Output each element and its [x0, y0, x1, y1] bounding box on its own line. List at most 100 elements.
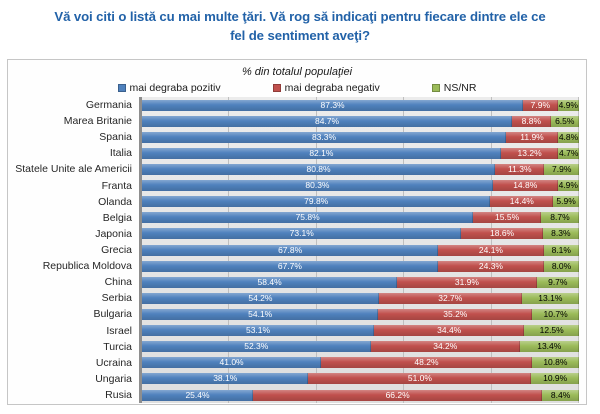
value-label: 4.9% [558, 99, 578, 110]
value-label: 83.3% [311, 131, 337, 142]
segment-nsnr: 7.9% [544, 163, 579, 175]
legend-swatch-icon [272, 84, 281, 92]
segment-negative: 14.8% [492, 180, 558, 192]
value-label: 8.8% [521, 115, 542, 126]
segment-negative: 14.4% [490, 196, 554, 208]
segment-positive: 84.7% [142, 115, 513, 127]
segment-negative: 11.3% [495, 163, 545, 175]
value-label: 8.0% [551, 260, 572, 271]
value-label: 4.9% [558, 180, 578, 191]
value-label: 8.1% [551, 244, 571, 255]
bar-row: 75.8% 15.5% 8.7% [142, 210, 579, 226]
value-label: 82.1% [309, 147, 334, 158]
value-label: 48.2% [414, 357, 439, 368]
value-label: 67.7% [277, 260, 302, 271]
legend-item-1: mai degraba negativ [272, 82, 380, 94]
bar-row: 54.2% 32.7% 13.1% [142, 290, 579, 306]
legend-label: mai degraba pozitiv [129, 82, 221, 94]
segment-negative: 24.3% [437, 260, 545, 272]
bar-row: 41.0% 48.2% 10.8% [142, 355, 579, 371]
segment-negative: 51.0% [308, 373, 532, 385]
segment-nsnr: 10.9% [531, 373, 579, 385]
page-title: Vă voi citi o listă cu mai multe ţări. V… [12, 7, 588, 45]
segment-nsnr: 8.0% [544, 260, 579, 272]
value-label: 35.2% [443, 308, 468, 319]
bar-row: 67.7% 24.3% 8.0% [142, 258, 579, 274]
chart-legend: mai degraba pozitiv mai degraba negativ NS… [8, 82, 586, 94]
segment-negative: 34.4% [374, 325, 525, 337]
segment-positive: 67.8% [142, 244, 439, 256]
segment-nsnr: 4.9% [557, 99, 579, 111]
value-label: 6.5% [555, 115, 575, 126]
segment-nsnr: 9.7% [536, 276, 579, 288]
value-label: 54.1% [248, 308, 273, 319]
segment-nsnr: 10.7% [532, 308, 579, 320]
segment-negative: 15.5% [473, 212, 541, 224]
value-label: 14.4% [509, 196, 534, 207]
segment-negative: 8.8% [512, 115, 551, 127]
segment-nsnr: 8.1% [543, 244, 579, 256]
category-label: Bulgaria [93, 308, 132, 321]
segment-nsnr: 4.8% [558, 131, 579, 143]
value-label: 24.1% [478, 244, 503, 255]
value-label: 14.8% [513, 180, 538, 191]
segment-negative: 7.9% [523, 99, 558, 111]
segment-negative: 66.2% [252, 389, 543, 401]
value-label: 53.1% [245, 325, 271, 336]
legend-label: NS/NR [443, 82, 477, 94]
value-label: 8.7% [550, 212, 570, 223]
segment-negative: 11.9% [506, 131, 559, 143]
value-label: 9.7% [548, 276, 568, 287]
segment-negative: 24.1% [438, 244, 544, 256]
value-label: 38.1% [213, 373, 238, 384]
bar-row: 25.4% 66.2% 8.4% [142, 387, 579, 403]
legend-label: mai degraba negativ [284, 82, 380, 94]
value-label: 15.5% [495, 212, 520, 223]
stacked-bar: 41.0% 48.2% 10.8% [142, 357, 579, 369]
value-label: 34.2% [433, 341, 458, 352]
bar-row: 52.3% 34.2% 13.4% [142, 339, 579, 355]
segment-negative: 32.7% [378, 292, 522, 304]
segment-nsnr: 8.7% [540, 212, 579, 224]
y-axis-line [139, 97, 142, 403]
value-label: 8.4% [550, 389, 571, 400]
segment-nsnr: 4.7% [558, 147, 579, 159]
bar-row: 84.7% 8.8% 6.5% [142, 113, 579, 129]
category-label: Spania [99, 131, 132, 144]
stacked-bar: 80.8% 11.3% 7.9% [142, 163, 579, 175]
segment-positive: 54.1% [142, 308, 379, 320]
category-label: China [104, 276, 132, 289]
stacked-bar: 73.1% 18.6% 8.3% [142, 228, 579, 240]
stacked-bar: 80.3% 14.8% 4.9% [142, 180, 579, 192]
bar-row: 87.3% 7.9% 4.9% [142, 97, 579, 113]
category-label: Marea Britanie [63, 115, 132, 128]
value-label: 73.1% [289, 228, 314, 239]
value-label: 80.8% [306, 163, 331, 174]
legend-item-0: mai degraba pozitiv [117, 82, 221, 94]
category-label: Italia [109, 147, 132, 160]
segment-positive: 83.3% [142, 131, 507, 143]
segment-positive: 67.7% [142, 260, 438, 272]
chart-subtitle: % din totalul populaţiei [241, 66, 353, 78]
segment-positive: 82.1% [142, 147, 501, 159]
value-label: 51.0% [407, 373, 432, 384]
value-label: 52.3% [244, 341, 269, 352]
category-label: Belgia [102, 211, 132, 224]
category-label: Serbia [101, 292, 132, 305]
segment-positive: 52.3% [142, 341, 371, 353]
value-label: 79.8% [304, 196, 329, 207]
value-label: 4.7% [559, 147, 579, 158]
category-label: Turcia [103, 340, 132, 353]
legend-swatch-icon [431, 84, 440, 92]
stacked-bar: 82.1% 13.2% 4.7% [142, 147, 579, 159]
category-label: Franta [101, 179, 132, 192]
bar-row: 73.1% 18.6% 8.3% [142, 226, 579, 242]
value-label: 7.9% [530, 99, 551, 110]
page-title-line2: fel de sentiment aveţi? [230, 28, 370, 44]
bar-row: 53.1% 34.4% 12.5% [142, 323, 579, 339]
value-label: 13.4% [537, 341, 562, 352]
segment-positive: 25.4% [142, 389, 253, 401]
segment-positive: 73.1% [142, 228, 462, 240]
bar-row: 82.1% 13.2% 4.7% [142, 145, 579, 161]
